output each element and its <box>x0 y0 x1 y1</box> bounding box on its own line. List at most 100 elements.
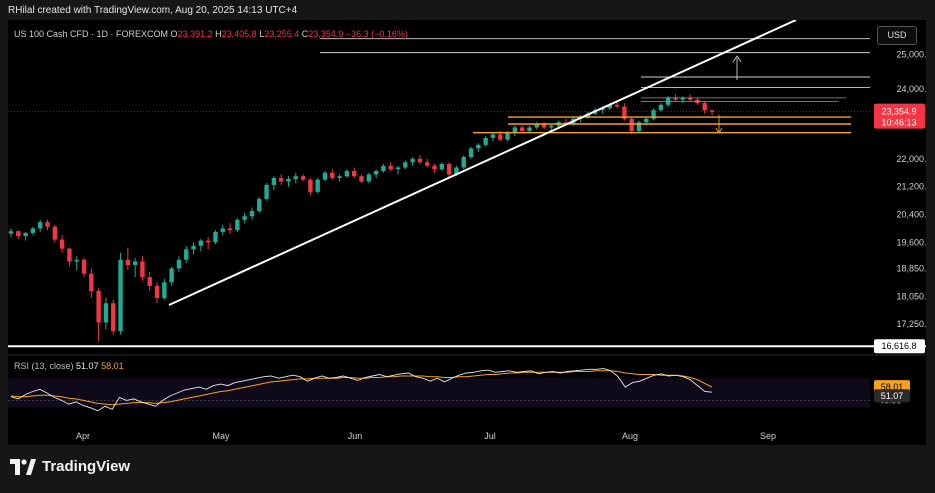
candle-body <box>600 108 605 111</box>
candle-body <box>96 291 101 323</box>
candle-body <box>286 178 291 182</box>
attribution-bar: RHilal created with TradingView.com, Aug… <box>0 0 935 20</box>
candle-body <box>461 157 466 168</box>
candle-body <box>534 123 539 128</box>
candle-body <box>322 172 328 180</box>
candle-body <box>446 164 452 175</box>
low-label: L <box>259 29 265 39</box>
candle-body <box>614 104 620 107</box>
open-value: 23,391.2 <box>177 29 213 39</box>
candle-body <box>118 259 123 332</box>
price-tick-label: 24,000.0 <box>896 84 926 94</box>
target-up-arrowhead <box>732 55 742 63</box>
candle-body <box>395 167 401 170</box>
candle-body <box>315 179 320 192</box>
last-price-badge <box>874 103 925 129</box>
candle-body <box>359 176 364 182</box>
low-value: 23,255.4 <box>264 29 300 39</box>
candle-body <box>38 222 43 229</box>
candle-body <box>337 176 342 178</box>
month-label: Apr <box>76 431 90 441</box>
chart-frame[interactable]: 25,000.0 24,000.0 22,000.0 21,200.0 20,400.0… <box>8 20 926 445</box>
last-price-label: 23,354.9 <box>881 107 916 117</box>
candle-body <box>242 216 247 220</box>
month-label: Jul <box>484 431 496 441</box>
candle-body <box>366 174 371 182</box>
candle-body <box>227 228 233 231</box>
candle-body <box>498 134 503 140</box>
candle-body <box>264 184 269 199</box>
candle-body <box>30 228 36 233</box>
trendline <box>168 20 797 306</box>
candle-body <box>673 97 678 100</box>
price-tick-label: 21,200.0 <box>896 182 926 192</box>
candle-body <box>125 259 131 265</box>
price-tick-label: 20,400.0 <box>896 209 926 219</box>
close-value: 23,354.9 <box>308 29 344 39</box>
candle-body <box>490 134 496 138</box>
month-label: Aug <box>622 431 638 441</box>
rsi-band <box>8 378 870 408</box>
candle-body <box>352 170 357 177</box>
currency-button[interactable]: USD <box>877 26 917 45</box>
candle-body <box>505 132 510 140</box>
open-label: O <box>170 29 178 39</box>
candle-body <box>651 110 656 119</box>
support-level-label: 16,616.8 <box>881 341 916 351</box>
candle-body <box>45 222 50 227</box>
price-tick-label: 25,000.0 <box>896 49 926 59</box>
candle-body <box>271 177 277 185</box>
rsi-value-badge <box>874 389 910 403</box>
tradingview-logo-icon <box>10 458 36 475</box>
candle-body <box>205 240 211 243</box>
rsi-legend: RSI (13, close) 51.07 58.01 <box>14 361 124 371</box>
candle-body <box>373 170 379 175</box>
price-tick-label: 18,050.0 <box>896 291 926 301</box>
rsi-ma-badge-label: 58.01 <box>881 382 904 392</box>
candle-body <box>300 176 306 180</box>
candle-body <box>403 162 408 168</box>
candle-body <box>381 165 386 171</box>
rsi-line <box>10 368 713 412</box>
candle-body <box>184 249 189 260</box>
candle-body <box>483 137 488 145</box>
month-label: May <box>212 431 230 441</box>
change-value: −36.3 (−0.16%) <box>345 29 408 39</box>
symbol-legend: US 100 Cash CFD · 1D · FOREXCOM O23,391.… <box>14 29 408 39</box>
candle-body <box>563 122 569 124</box>
countdown-label: 10:46:13 <box>881 118 916 128</box>
candle-body <box>257 198 262 212</box>
candle-body <box>629 118 634 131</box>
candle-body <box>512 127 518 133</box>
candle-body <box>658 104 664 111</box>
candle-body <box>607 104 612 109</box>
candle-body <box>519 127 525 131</box>
price-tick-label: 22,000.0 <box>896 154 926 164</box>
rsi-value: 51.07 <box>76 361 99 371</box>
candle-body <box>81 259 87 274</box>
candle-body <box>439 164 445 170</box>
candle-body <box>67 248 72 262</box>
candle-body <box>147 277 152 286</box>
candle-body <box>454 167 459 175</box>
candle-body <box>330 172 335 178</box>
candle-body <box>308 179 313 192</box>
rsi-value-badge-label: 51.07 <box>881 391 904 401</box>
candle-body <box>476 144 481 149</box>
candle-body <box>432 165 437 170</box>
candle-body <box>213 231 218 243</box>
candle-body <box>176 259 182 269</box>
candle-body <box>541 123 547 128</box>
month-label: Sep <box>760 431 776 441</box>
candle-body <box>468 148 474 158</box>
candle-body <box>702 103 707 111</box>
candle-body <box>680 97 685 100</box>
candle-body <box>644 118 649 123</box>
candle-body <box>687 97 693 100</box>
support-level-badge <box>874 339 925 354</box>
candle-body <box>622 106 627 119</box>
candle-body <box>410 158 415 163</box>
chart-svg[interactable]: 25,000.0 24,000.0 22,000.0 21,200.0 20,400.0… <box>8 20 926 445</box>
candle-body <box>709 110 715 112</box>
candle-body <box>249 211 255 217</box>
